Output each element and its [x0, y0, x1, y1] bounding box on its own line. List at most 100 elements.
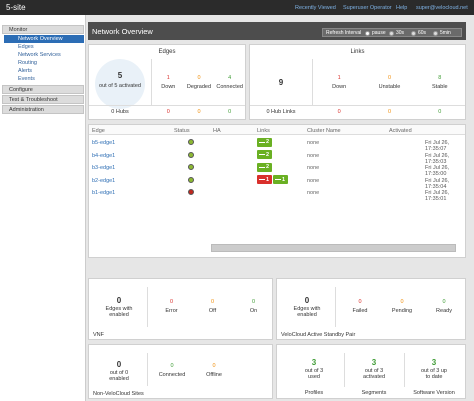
- section-header[interactable]: Monitor: [2, 25, 84, 34]
- top-link[interactable]: super@velocloud.net: [416, 5, 468, 11]
- status-dot: [188, 164, 194, 170]
- footer-value: 0: [166, 109, 170, 115]
- column-header: HA: [213, 127, 221, 134]
- link-badge: 1: [257, 175, 272, 184]
- radio[interactable]: [389, 30, 394, 36]
- summary-value: 3: [371, 358, 377, 367]
- stat-label: Connected: [216, 84, 243, 90]
- edge-link[interactable]: b1-edge1: [92, 190, 116, 196]
- divider: [151, 59, 152, 105]
- stat-label: On: [249, 307, 258, 314]
- section-header[interactable]: Configure: [2, 85, 84, 94]
- panel: 0 Edges with enabled VNF 0 Error 0 Off 0 On: [88, 278, 273, 340]
- nav-item[interactable]: Routing: [18, 59, 37, 66]
- stat-label: Connected: [158, 371, 186, 378]
- panel-title: VNF: [93, 332, 104, 338]
- section-header[interactable]: Test & Troubleshoot: [2, 95, 84, 104]
- divider: [312, 59, 313, 105]
- panel: 3 out of 3 used Profiles 3 out of 3 activate…: [276, 344, 466, 399]
- stat-label: Failed: [352, 307, 368, 314]
- link-badge: 2: [257, 137, 272, 147]
- stat-label: Unstable: [378, 84, 401, 90]
- stat-value: 0: [251, 298, 256, 305]
- divider: [147, 287, 148, 327]
- nav-item[interactable]: Events: [18, 75, 35, 82]
- nav-item[interactable]: Network Overview: [4, 35, 84, 43]
- footer-line: [250, 105, 465, 106]
- cluster: none: [307, 177, 320, 184]
- status-dot: [188, 139, 194, 145]
- footer-label: 0 Hub Links: [266, 109, 296, 115]
- nav-item[interactable]: Network Services: [18, 51, 61, 58]
- column-header: Edge: [92, 127, 105, 134]
- top-link[interactable]: Recently Viewed: [295, 5, 336, 11]
- radio[interactable]: [365, 30, 370, 36]
- divider: [335, 287, 336, 327]
- edge-link[interactable]: b4-edge1: [92, 152, 116, 159]
- total-caption: out of 0 enabled: [109, 370, 129, 383]
- link-arrow: [259, 154, 265, 155]
- stat-label: Down: [332, 84, 347, 90]
- cluster: none: [307, 140, 320, 146]
- radio[interactable]: [433, 30, 438, 36]
- stat-label: Error: [165, 307, 178, 314]
- summary-caption: out of 3 up to date: [421, 368, 447, 380]
- radio-label[interactable]: 30s: [396, 29, 405, 36]
- nav-item[interactable]: Edges: [18, 43, 34, 50]
- status-dot: [188, 189, 194, 195]
- link-count: 1: [266, 176, 270, 183]
- status-dot: [188, 176, 194, 183]
- activated: Fri Jul 26, 17:35:01: [425, 190, 450, 202]
- top-link[interactable]: Help: [396, 5, 408, 11]
- stat-value: 0: [442, 298, 446, 305]
- stat-value: 1: [166, 75, 170, 81]
- edge-link[interactable]: b5-edge1: [92, 140, 116, 146]
- site-name: 5-site: [6, 3, 26, 12]
- edge-link[interactable]: b2-edge1: [92, 177, 116, 184]
- panel-title: VeloCloud Active Standby Pair: [281, 332, 356, 338]
- summary-caption: out of 3 used: [304, 368, 324, 380]
- top-link[interactable]: Superuser Operator: [343, 5, 392, 11]
- radio[interactable]: [411, 30, 416, 36]
- panel-title: Edges: [158, 49, 176, 55]
- activated: Fri Jul 26, 17:35:04: [425, 177, 450, 190]
- footer-label: 0 Hubs: [111, 109, 129, 115]
- main-title: Network Overview: [92, 27, 153, 36]
- summary-title: Profiles: [304, 390, 324, 396]
- nav-item[interactable]: Alerts: [18, 67, 33, 74]
- footer-value: 0: [197, 109, 201, 115]
- radio-label[interactable]: 5min: [440, 29, 451, 36]
- stat-label: Pending: [391, 307, 413, 314]
- section-header[interactable]: Administration: [2, 105, 84, 114]
- total-caption: out of 5 activated: [99, 83, 141, 89]
- link-arrow: [259, 179, 265, 180]
- panel: Edges 5 out of 5 activated 1 Down 0 0 Degraded 0…: [88, 44, 246, 120]
- panel: 0 Edges with enabled VeloCloud Active Stan…: [276, 278, 466, 340]
- stat-label: Degraded: [186, 84, 212, 90]
- link-badge: 2: [257, 162, 272, 172]
- summary-title: Software Version: [413, 390, 455, 396]
- radio-label[interactable]: 60s: [418, 29, 427, 36]
- footer-value: 0: [438, 109, 442, 115]
- stat-value: 0: [212, 362, 216, 369]
- link-arrow: [275, 179, 281, 180]
- stat-value: 0: [400, 298, 404, 305]
- stat-value: 0: [358, 298, 362, 305]
- footer-line: [89, 105, 245, 106]
- stat-label: Ready: [436, 307, 452, 314]
- total: 5: [117, 71, 123, 80]
- activated: Fri Jul 26, 17:35:03: [425, 152, 450, 165]
- cluster: none: [307, 190, 320, 196]
- edge-link[interactable]: b3-edge1: [92, 165, 116, 171]
- column-header: Links: [257, 127, 270, 134]
- radio-label[interactable]: pause: [372, 29, 386, 36]
- link-count: 2: [266, 164, 270, 170]
- scrollbar[interactable]: [211, 244, 456, 252]
- activated: Fri Jul 26, 17:35:07: [425, 140, 450, 152]
- stat-value: 0: [210, 298, 215, 305]
- panel-title: Non-VeloCloud Sites: [93, 391, 144, 397]
- stat-value: 0: [170, 362, 174, 369]
- stat-value: 0: [387, 75, 392, 81]
